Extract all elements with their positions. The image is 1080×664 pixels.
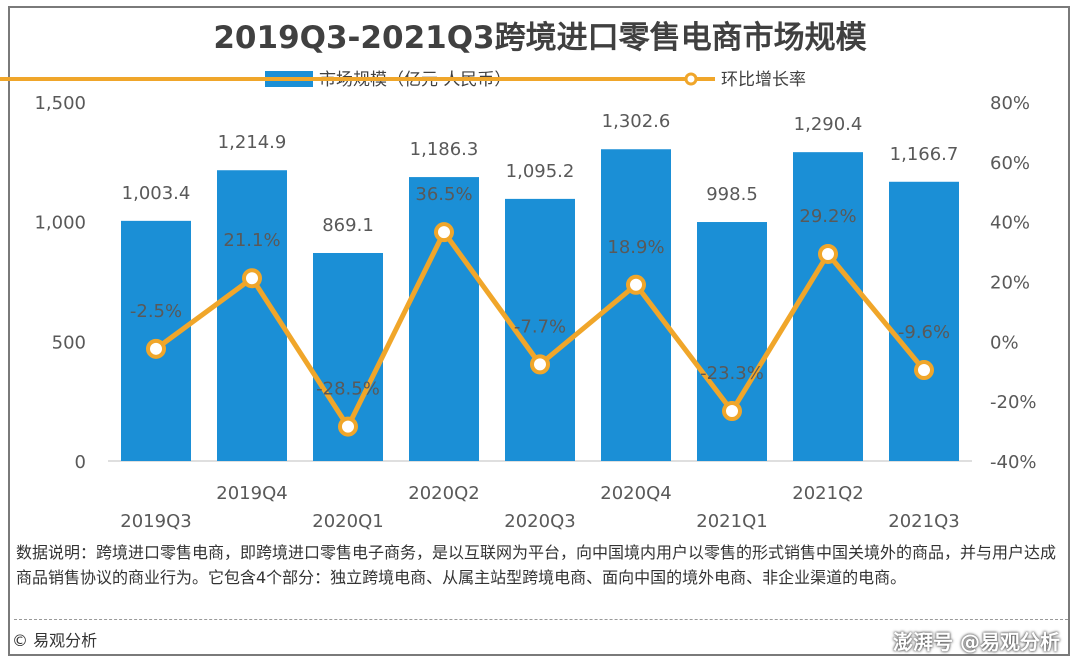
source-footer: © 易观分析 <box>12 631 98 650</box>
growth-value-label: 21.1% <box>223 230 280 251</box>
growth-marker <box>530 354 550 375</box>
growth-value-label: -28.5% <box>316 379 380 400</box>
bar-value-label: 1,166.7 <box>890 144 959 165</box>
growth-marker <box>146 338 166 359</box>
bar-value-label: 1,095.2 <box>506 161 575 182</box>
bar-value-label: 1,186.3 <box>410 139 479 160</box>
left-tick-label: 1,500 <box>34 93 86 114</box>
x-tick-label: 2021Q1 <box>696 511 767 532</box>
right-tick-label: 0% <box>990 332 1019 353</box>
x-tick-label: 2020Q3 <box>504 511 575 532</box>
bar <box>889 181 959 461</box>
x-tick-label: 2019Q3 <box>120 511 191 532</box>
legend-line-marker <box>684 72 698 86</box>
right-axis: -40% -20% 0% 20% 40% 60% 80% <box>990 93 1037 473</box>
x-tick-label: 2019Q4 <box>216 483 287 504</box>
right-tick-label: -20% <box>990 392 1037 413</box>
left-tick-label: 0 <box>75 452 86 473</box>
bar-value-label: 1,302.6 <box>602 111 671 132</box>
growth-value-label: -2.5% <box>130 301 182 322</box>
right-tick-label: 20% <box>990 273 1030 294</box>
bar-value-label: 1,003.4 <box>122 183 191 204</box>
x-tick-label: 2020Q4 <box>600 483 671 504</box>
chart-title: 2019Q3-2021Q3跨境进口零售电商市场规模 <box>213 20 867 56</box>
left-tick-label: 500 <box>52 332 86 353</box>
x-tick-label: 2020Q1 <box>312 511 383 532</box>
growth-marker <box>722 401 742 422</box>
x-labels: 2019Q3 2019Q4 2020Q1 2020Q2 2020Q3 2020Q4 2021… <box>120 483 959 532</box>
bar <box>793 152 863 462</box>
divider <box>14 619 1068 620</box>
growth-value-label: -23.3% <box>700 363 764 384</box>
growth-value-label: -7.7% <box>514 316 566 337</box>
x-tick-label: 2021Q2 <box>792 483 863 504</box>
watermark: 澎湃号 @易观分析 <box>893 630 1060 654</box>
right-tick-label: 80% <box>990 93 1030 114</box>
growth-value-label: -9.6% <box>898 322 950 343</box>
growth-marker <box>818 243 838 264</box>
right-tick-label: -40% <box>990 452 1037 473</box>
legend-line-label: 环比增长率 <box>721 70 806 90</box>
bar <box>409 177 479 462</box>
right-tick-label: 40% <box>990 213 1030 234</box>
x-tick-label: 2021Q3 <box>888 511 959 532</box>
bar-value-label: 869.1 <box>322 215 374 236</box>
legend: 市场规模（亿元 人民币） 环比增长率 <box>0 70 806 90</box>
line-series: -2.5% 21.1% -28.5% 36.5% -7.7% 18.9% -23.3% 29.… <box>130 184 950 437</box>
right-tick-label: 60% <box>990 153 1030 174</box>
data-note: 数据说明：跨境进口零售电商，即跨境进口零售电子商务，是以互联网为平台，向中国境内… <box>16 543 1057 587</box>
growth-marker <box>242 268 262 289</box>
bar-value-label: 1,290.4 <box>794 114 863 135</box>
growth-value-label: 18.9% <box>607 237 664 258</box>
growth-marker <box>434 222 454 243</box>
bar-value-label: 998.5 <box>706 184 758 205</box>
bar-labels: 1,003.4 1,214.9 869.1 1,186.3 1,095.2 1,302.6… <box>122 111 959 236</box>
left-tick-label: 1,000 <box>34 213 86 234</box>
growth-marker <box>914 360 934 381</box>
bar-value-label: 1,214.9 <box>218 132 287 153</box>
bars <box>121 149 959 462</box>
growth-value-label: 29.2% <box>799 206 856 227</box>
bar <box>697 222 767 461</box>
x-tick-label: 2020Q2 <box>408 483 479 504</box>
growth-value-label: 36.5% <box>415 184 472 205</box>
growth-marker <box>626 274 646 295</box>
left-axis: 0 500 1,000 1,500 <box>34 93 86 473</box>
growth-marker <box>338 416 358 437</box>
